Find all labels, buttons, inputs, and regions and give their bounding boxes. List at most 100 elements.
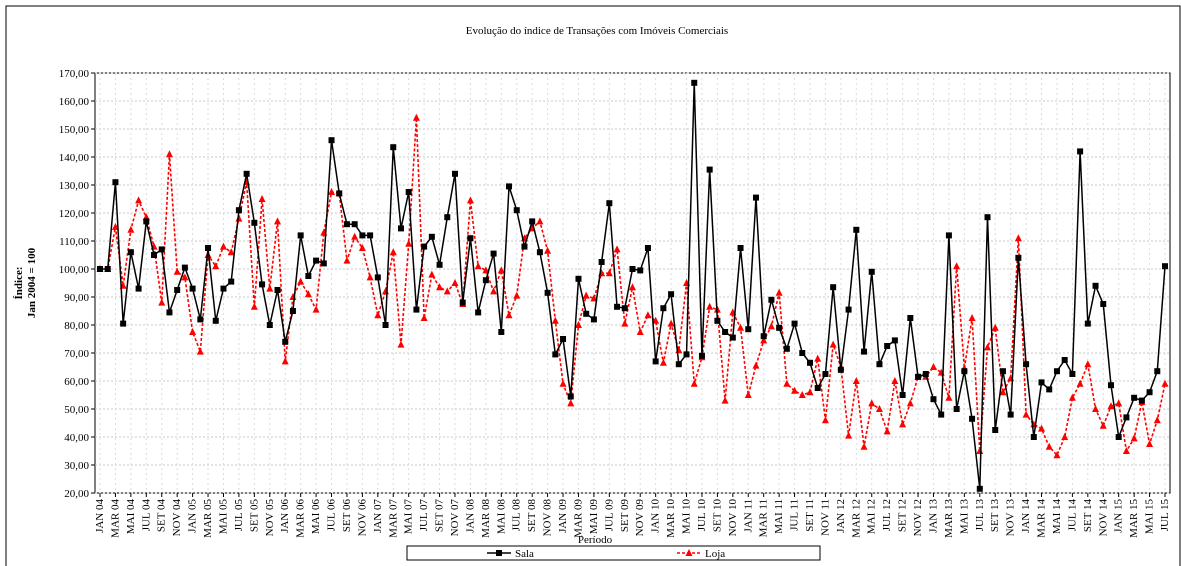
data-point [120,320,127,327]
data-point [783,379,791,387]
data-point [891,337,898,344]
data-point [189,328,197,335]
data-point [1100,301,1107,307]
data-point [1045,442,1053,450]
data-point [359,232,366,239]
data-point [104,266,111,272]
data-point [320,260,327,267]
data-point [722,329,729,335]
data-point [328,188,336,195]
x-tick-label: JAN 07 [372,499,384,533]
x-tick-label: MAI 09 [588,499,600,535]
y-axis-label: Jan 2004 = 100 [26,247,38,318]
data-point [397,225,404,232]
data-point [181,264,188,271]
data-point [158,298,166,306]
data-point [644,311,652,319]
x-axis-label: Período [578,534,613,546]
x-tick-label: NOV 11 [819,499,831,536]
data-point [1153,416,1161,424]
data-point [714,317,721,324]
y-tick-label: 100,00 [59,264,90,276]
data-point [1084,360,1092,368]
data-point [496,550,502,556]
data-point [992,427,999,433]
data-point [382,322,389,328]
data-point [791,320,798,327]
data-point [266,322,273,328]
x-tick-label: SET 09 [619,499,631,533]
x-tick-label: MAI 13 [958,499,970,535]
x-tick-label: SET 10 [711,499,723,533]
series-0 [97,79,1168,492]
data-point [929,363,937,370]
x-tick-label: SET 14 [1082,499,1094,533]
data-point [1122,447,1130,454]
data-point [760,336,768,344]
legend-label: Sala [515,548,534,560]
data-point [567,393,574,400]
data-point [297,232,304,239]
data-point [374,311,382,319]
data-point [822,371,829,377]
x-tick-label: JAN 11 [742,499,754,533]
data-point [953,406,960,412]
data-point [1115,434,1122,440]
y-tick-label: 90,00 [64,292,89,304]
data-point [922,371,929,377]
x-tick-label: NOV 05 [264,499,276,537]
x-tick-label: MAI 15 [1144,499,1156,535]
data-point [281,357,289,365]
data-point [506,183,513,190]
data-point [737,323,745,331]
data-point [1022,410,1030,418]
data-point [752,194,759,201]
data-point [629,283,636,291]
x-tick-label: NOV 12 [912,499,924,536]
x-tick-label: JAN 04 [94,499,106,533]
x-tick-label: NOV 13 [1005,499,1017,537]
data-point [652,316,660,324]
y-tick-label: 50,00 [64,404,89,416]
x-tick-label: JUL 07 [418,499,430,532]
data-point [1161,379,1169,387]
chart-frame [5,5,1181,566]
x-tick-label: MAI 04 [125,499,137,535]
data-point [529,218,536,225]
data-point [1015,254,1022,261]
y-tick-label: 20,00 [64,488,89,500]
data-point [313,257,320,264]
x-tick-label: JAN 15 [1113,499,1125,533]
data-point [906,399,914,407]
data-point [799,350,806,356]
data-point [899,392,906,398]
x-tick-label: MAR 12 [850,499,862,538]
data-point [691,79,698,86]
data-point [405,189,412,195]
data-point [1131,394,1138,401]
data-point [706,166,713,173]
x-tick-label: SET 12 [897,499,909,532]
x-tick-label: JUL 15 [1159,499,1171,532]
data-point [915,373,922,380]
data-point [683,351,690,358]
data-point [1046,386,1053,393]
data-point [1061,433,1069,440]
data-point [1146,389,1153,396]
data-point [536,217,544,225]
x-tick-label: MAR 08 [480,499,492,538]
x-tick-label: JUL 06 [326,499,338,532]
data-point [706,302,714,310]
data-point [1092,405,1100,412]
data-point [860,442,868,450]
data-point [351,232,359,240]
data-point [412,113,420,121]
data-point [235,207,242,214]
x-tick-label: MAR 11 [758,499,770,537]
data-point [227,248,235,256]
data-point [806,388,814,396]
data-point [482,277,489,284]
data-point [428,233,435,240]
data-point [420,314,428,321]
y-tick-label: 80,00 [64,320,89,332]
